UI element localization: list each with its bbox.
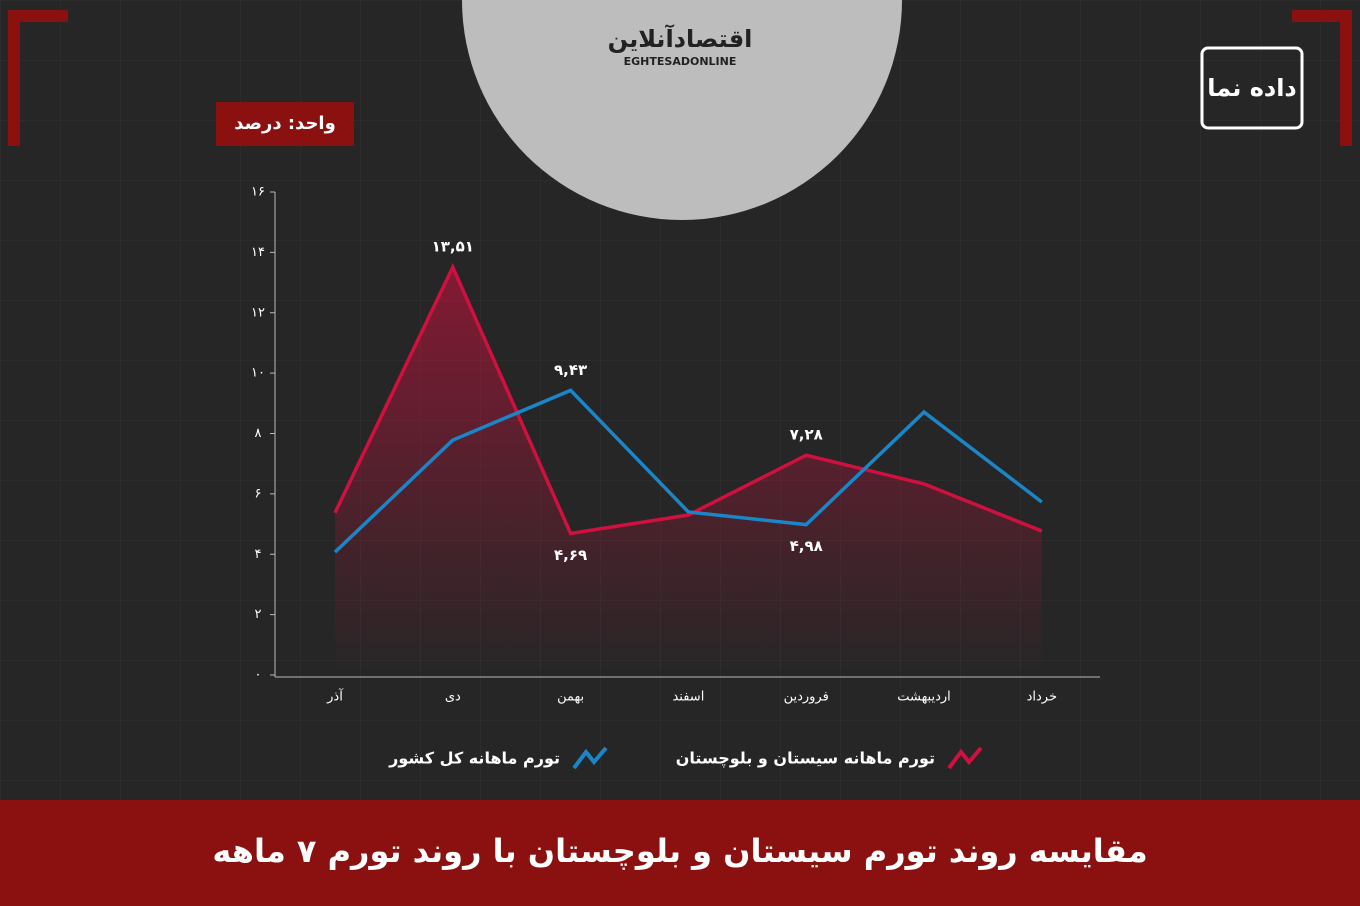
x-tick-label: خرداد <box>1027 690 1057 705</box>
x-tick-label: بهمن <box>557 690 584 705</box>
value-label: ۴,۹۸ <box>790 537 823 555</box>
title-banner <box>0 800 1360 906</box>
value-label: ۱۳,۵۱ <box>432 238 474 256</box>
legend-icon <box>572 746 608 770</box>
unit-label: واحد: درصد <box>234 113 336 134</box>
legend-icon <box>947 746 983 770</box>
y-tick-label: ۲ <box>255 607 262 622</box>
line <box>333 388 1043 554</box>
corner-bracket <box>8 10 68 146</box>
x-tick-label: فروردین <box>784 690 829 705</box>
x-tick-label: دی <box>445 690 461 705</box>
unit-box <box>216 102 354 146</box>
y-tick-label: ۱۶ <box>251 185 265 200</box>
plot: ۰ ۲ ۴ ۶ ۸ ۱۰ ۱۲ ۱۴ ۱۶ آذر دی بهمن اسفند فروردین اردیبه… <box>251 185 1057 770</box>
corner-bracket <box>1292 10 1352 146</box>
y-tick-label: ۱۴ <box>251 245 265 260</box>
logo: اقتصادآنلاین <box>608 24 753 53</box>
area <box>335 267 1042 675</box>
y-tick-label: ۶ <box>255 486 262 501</box>
y-tick-label: ۴ <box>255 547 262 562</box>
value-label: ۴,۶۹ <box>554 546 587 564</box>
value-label: ۹,۴۳ <box>554 361 587 379</box>
logo-badge <box>462 0 902 220</box>
legend-label: تورم ماهانه سیستان و بلوچستان <box>676 749 935 769</box>
y-tick-label: ۸ <box>255 426 262 441</box>
legend-label: تورم ماهانه کل کشور <box>388 749 560 768</box>
x-tick-label: اردیبهشت <box>897 690 951 705</box>
brand: داده نما <box>1207 74 1297 102</box>
x-tick-label: آذر <box>326 688 344 705</box>
logo-latin: EGHTESADONLINE <box>624 55 737 68</box>
brand-frame <box>1200 46 1304 130</box>
y-tick-label: ۱۰ <box>251 366 265 381</box>
line <box>333 262 1043 536</box>
value-label: ۷,۲۸ <box>790 426 823 444</box>
x-tick-label: اسفند <box>672 690 704 705</box>
y-tick-label: ۰ <box>255 668 262 683</box>
chart-title: مقایسه روند تورم سیستان و بلوچستان با رو… <box>212 832 1147 870</box>
y-tick-label: ۱۲ <box>251 305 265 320</box>
